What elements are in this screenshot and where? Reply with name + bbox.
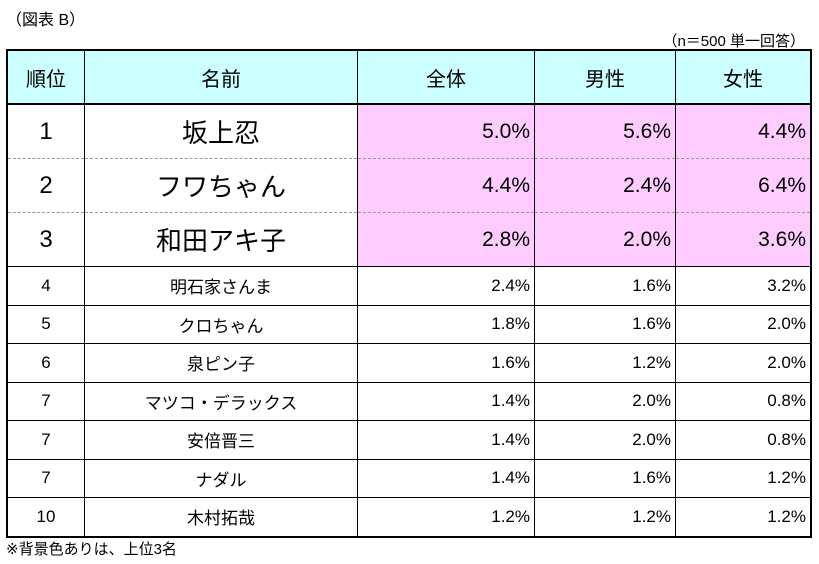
cell-name: 泉ピン子: [84, 343, 358, 383]
cell-male: 1.6%: [534, 266, 676, 306]
cell-rank: 3: [6, 212, 85, 267]
cell-male: 2.0%: [534, 382, 676, 421]
cell-female: 3.2%: [675, 266, 812, 306]
cell-female: 1.2%: [675, 459, 812, 498]
cell-male: 2.4%: [534, 158, 676, 213]
cell-all: 1.2%: [357, 497, 535, 537]
cell-male: 2.0%: [534, 212, 676, 267]
cell-all: 1.6%: [357, 343, 535, 383]
cell-all: 2.4%: [357, 266, 535, 306]
cell-name: 明石家さんま: [84, 266, 358, 306]
table-row: 7 ナダル 1.4% 1.6% 1.2%: [6, 459, 812, 498]
cell-female: 4.4%: [675, 104, 812, 159]
cell-female: 1.2%: [675, 497, 812, 537]
table-row: 7 マツコ・デラックス 1.4% 2.0% 0.8%: [6, 382, 812, 421]
table-row: 10 木村拓哉 1.2% 1.2% 1.2%: [6, 497, 812, 537]
table-row: 3 和田アキ子 2.8% 2.0% 3.6%: [6, 212, 812, 267]
table-row: 6 泉ピン子 1.6% 1.2% 2.0%: [6, 343, 812, 383]
cell-all: 1.8%: [357, 305, 535, 344]
cell-female: 2.0%: [675, 305, 812, 344]
ranking-table: 順位 名前 全体 男性 女性 1 坂上忍 5.0% 5.6% 4.4% 2 フワちゃん 4.4…: [6, 49, 812, 538]
table-row: 7 安倍晋三 1.4% 2.0% 0.8%: [6, 420, 812, 460]
figure-caption: （図表 B）: [6, 12, 86, 29]
cell-all: 5.0%: [357, 104, 535, 159]
cell-rank: 7: [6, 382, 85, 421]
header-name: 名前: [84, 50, 358, 105]
cell-male: 5.6%: [534, 104, 676, 159]
cell-female: 2.0%: [675, 343, 812, 383]
cell-rank: 1: [6, 104, 85, 159]
cell-rank: 4: [6, 266, 85, 306]
cell-female: 0.8%: [675, 382, 812, 421]
header-row: 順位 名前 全体 男性 女性: [6, 50, 812, 105]
header-male: 男性: [534, 50, 676, 105]
cell-name: クロちゃん: [84, 305, 358, 344]
cell-male: 1.6%: [534, 305, 676, 344]
cell-rank: 10: [6, 497, 85, 537]
cell-all: 1.4%: [357, 382, 535, 421]
sample-note: （n＝500 単一回答）: [662, 33, 805, 50]
header-rank: 順位: [6, 50, 85, 105]
table-row: 1 坂上忍 5.0% 5.6% 4.4%: [6, 104, 812, 159]
cell-female: 3.6%: [675, 212, 812, 267]
cell-rank: 7: [6, 459, 85, 498]
cell-name: 木村拓哉: [84, 497, 358, 537]
cell-all: 4.4%: [357, 158, 535, 213]
cell-all: 1.4%: [357, 459, 535, 498]
cell-male: 1.2%: [534, 497, 676, 537]
cell-rank: 6: [6, 343, 85, 383]
cell-name: 坂上忍: [84, 104, 358, 159]
cell-female: 0.8%: [675, 420, 812, 460]
cell-name: マツコ・デラックス: [84, 382, 358, 421]
cell-male: 1.2%: [534, 343, 676, 383]
table-row: 2 フワちゃん 4.4% 2.4% 6.4%: [6, 158, 812, 213]
cell-male: 1.6%: [534, 459, 676, 498]
cell-female: 6.4%: [675, 158, 812, 213]
table-row: 4 明石家さんま 2.4% 1.6% 3.2%: [6, 266, 812, 306]
cell-rank: 2: [6, 158, 85, 213]
cell-rank: 5: [6, 305, 85, 344]
cell-rank: 7: [6, 420, 85, 460]
cell-all: 2.8%: [357, 212, 535, 267]
table-row: 5 クロちゃん 1.8% 1.6% 2.0%: [6, 305, 812, 344]
cell-name: 和田アキ子: [84, 212, 358, 267]
cell-name: フワちゃん: [84, 158, 358, 213]
footnote: ※背景色ありは、上位3名: [6, 541, 177, 558]
cell-all: 1.4%: [357, 420, 535, 460]
cell-male: 2.0%: [534, 420, 676, 460]
header-female: 女性: [675, 50, 812, 105]
header-all: 全体: [357, 50, 535, 105]
cell-name: ナダル: [84, 459, 358, 498]
cell-name: 安倍晋三: [84, 420, 358, 460]
